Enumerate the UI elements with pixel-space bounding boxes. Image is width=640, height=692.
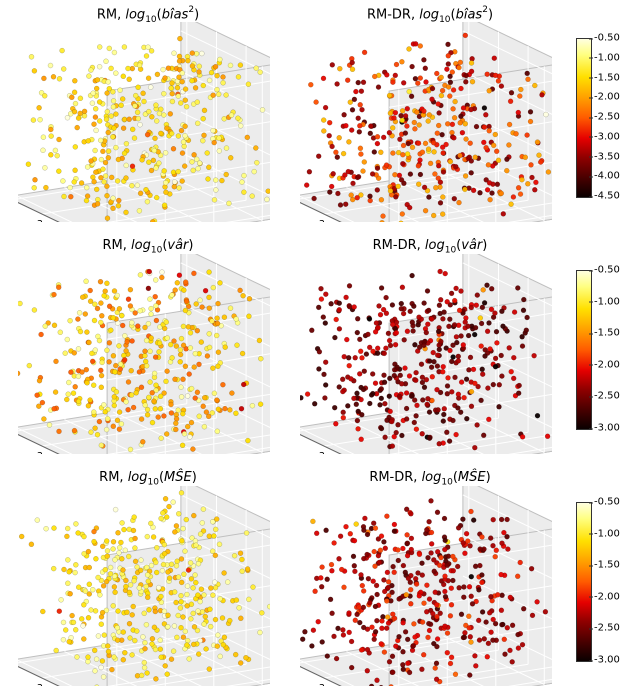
panel-p10: RM, log10(vâr) 23450.00.10.20.31234ησδ bbox=[18, 240, 278, 450]
colorbar-tick: -3.50 bbox=[594, 151, 620, 162]
colorbar-gradient bbox=[576, 502, 592, 662]
colorbar-tick: -3.00 bbox=[594, 655, 620, 666]
colorbar-tick: -3.00 bbox=[594, 131, 620, 142]
scatter3d: 23450.00.10.20.31234ησδ bbox=[300, 486, 552, 686]
colorbar-tick: -0.50 bbox=[594, 265, 620, 276]
colorbar-gradient bbox=[576, 270, 592, 430]
colorbar-gradient bbox=[576, 38, 592, 198]
svg-text:3: 3 bbox=[37, 451, 43, 454]
colorbar-tick: -1.00 bbox=[594, 528, 620, 539]
colorbar-tick: -2.00 bbox=[594, 359, 620, 370]
figure: RM, log10(bîas2) 23450.00.10.20.31234ησδ… bbox=[0, 0, 640, 692]
panel-title: RM-DR, log10(vâr) bbox=[300, 238, 560, 256]
svg-text:3: 3 bbox=[37, 683, 43, 686]
colorbar-tick: -1.00 bbox=[594, 296, 620, 307]
colorbar-tick: -1.50 bbox=[594, 72, 620, 83]
svg-text:3: 3 bbox=[319, 451, 325, 454]
svg-text:3: 3 bbox=[37, 219, 43, 222]
colorbar-tick: -2.00 bbox=[594, 591, 620, 602]
colorbar-row2: -0.50-1.00-1.50-2.00-2.50-3.00 bbox=[576, 502, 592, 660]
colorbar-tick: -3.00 bbox=[594, 423, 620, 434]
colorbar-tick: -1.50 bbox=[594, 560, 620, 571]
colorbar-row1: -0.50-1.00-1.50-2.00-2.50-3.00 bbox=[576, 270, 592, 428]
panel-p00: RM, log10(bîas2) 23450.00.10.20.31234ησδ bbox=[18, 8, 278, 218]
panel-p20: RM, log10(MŜE) 23450.00.10.20.31234ησδ bbox=[18, 472, 278, 682]
panel-p11: RM-DR, log10(vâr) 23450.00.10.20.31234ησ… bbox=[300, 240, 560, 450]
colorbar-tick: -0.50 bbox=[594, 497, 620, 508]
colorbar-tick: -2.50 bbox=[594, 391, 620, 402]
scatter3d: 23450.00.10.20.31234ησδ bbox=[300, 22, 552, 222]
colorbar-row0: -0.50-1.00-1.50-2.00-2.50-3.00-3.50-4.00… bbox=[576, 38, 592, 196]
panel-p21: RM-DR, log10(MŜE) 23450.00.10.20.31234ησ… bbox=[300, 472, 560, 682]
colorbar-tick: -4.00 bbox=[594, 171, 620, 182]
panel-title: RM, log10(MŜE) bbox=[18, 470, 278, 488]
colorbar-tick: -1.00 bbox=[594, 52, 620, 63]
colorbar-tick: -1.50 bbox=[594, 328, 620, 339]
panel-p01: RM-DR, log10(bîas2) 23450.00.10.20.31234… bbox=[300, 8, 560, 218]
colorbar-tick: -2.00 bbox=[594, 92, 620, 103]
svg-text:3: 3 bbox=[319, 683, 325, 686]
svg-text:3: 3 bbox=[319, 219, 325, 222]
scatter3d: 23450.00.10.20.31234ησδ bbox=[300, 254, 552, 454]
colorbar-tick: -0.50 bbox=[594, 33, 620, 44]
panel-title: RM-DR, log10(MŜE) bbox=[300, 470, 560, 488]
colorbar-tick: -4.50 bbox=[594, 191, 620, 202]
colorbar-tick: -2.50 bbox=[594, 623, 620, 634]
colorbar-tick: -2.50 bbox=[594, 112, 620, 123]
scatter3d: 23450.00.10.20.31234ησδ bbox=[18, 254, 270, 454]
panel-title: RM, log10(vâr) bbox=[18, 238, 278, 256]
scatter3d: 23450.00.10.20.31234ησδ bbox=[18, 22, 270, 222]
scatter3d: 23450.00.10.20.31234ησδ bbox=[18, 486, 270, 686]
